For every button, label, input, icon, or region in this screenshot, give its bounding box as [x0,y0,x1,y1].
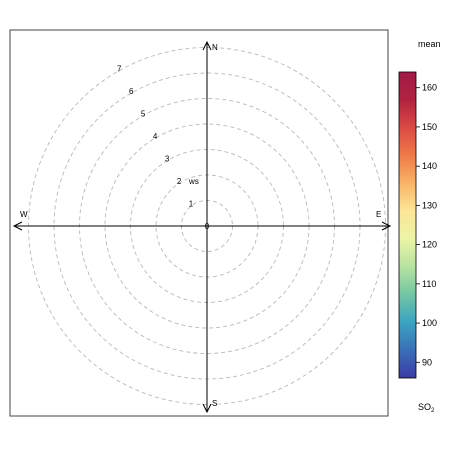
colorbar [398,71,417,379]
direction-label-east: E [376,210,381,219]
north-arrowhead [202,40,212,51]
direction-label-west: W [20,210,28,219]
radial-tick-label: 5 [141,109,146,118]
compass-axes [12,40,392,414]
direction-label-south: S [212,399,217,408]
radial-tick-label: 1 [189,199,194,208]
statistic-label: mean [418,39,441,49]
pollutant-label-main: SO [418,402,431,412]
colorbar-tick-label: 100 [422,318,437,328]
radial-tick-label: 3 [165,154,170,163]
colorbar-tick-label: 110 [422,279,436,289]
colorbar-tick-label: 130 [422,200,437,210]
pollutant-label: SO2 [418,402,435,414]
pollutant-label-subscript: 2 [431,408,435,414]
colorbar-tick-label: 90 [422,357,432,367]
radial-unit-label: ws [188,177,199,186]
south-arrowhead [202,403,212,414]
colorbar-ticks: 90 100 110 120 130 140 150 160 [416,83,437,367]
radial-tick-label: 7 [117,64,122,73]
radial-tick-label: 4 [153,132,158,141]
colorbar-tick-label: 150 [422,122,437,132]
radial-tick-label: 6 [129,87,134,96]
west-arrowhead [12,221,23,231]
east-arrowhead [381,221,392,231]
plot-panel [9,29,389,417]
radial-tick-labels: 0 1 2 3 4 5 6 7 ws [117,64,210,231]
direction-label-north: N [212,43,218,52]
colorbar-tick-label: 160 [422,83,437,93]
colorbar-tick-label: 120 [422,240,437,250]
radial-tick-label: 2 [177,177,182,186]
radial-tick-label: 0 [205,222,210,231]
colorbar-tick-label: 140 [422,161,437,171]
